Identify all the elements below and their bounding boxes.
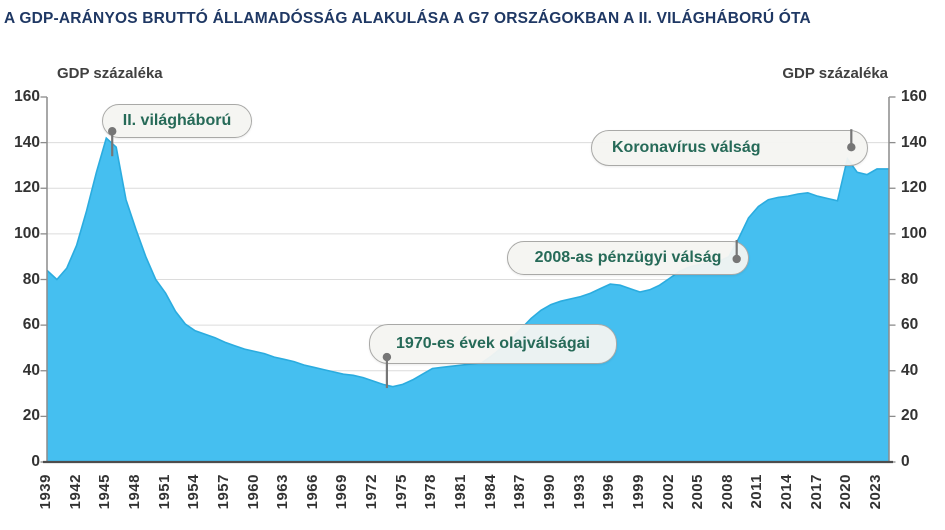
x-tick-label: 1945 <box>96 474 114 510</box>
y-tick-label: 100 <box>901 224 927 242</box>
x-tick-label: 1975 <box>392 474 410 510</box>
page-title: A GDP-ARÁNYOS BRUTTÓ ÁLLAMADÓSSÁG ALAKUL… <box>4 10 811 27</box>
x-tick-label: 2023 <box>867 474 884 510</box>
x-tick-label: 2020 <box>837 474 855 510</box>
annotation-coronavirus: Koronavírus válság <box>591 130 868 166</box>
x-tick-label: 1960 <box>244 474 262 510</box>
debt-area <box>47 138 889 462</box>
x-tick-label: 1987 <box>511 474 529 510</box>
annotation-coronavirus-label: Koronavírus válság <box>612 139 761 156</box>
x-tick-label: 1969 <box>333 474 351 510</box>
y-tick-label: 0 <box>31 453 40 470</box>
x-tick-label: 1948 <box>125 474 143 510</box>
x-tick-label: 1981 <box>452 474 469 510</box>
y-tick-label: 80 <box>22 270 40 288</box>
annotation-ww2: II. világháború <box>102 104 252 138</box>
x-tick-label: 2017 <box>807 474 825 510</box>
x-tick-label: 1951 <box>155 474 173 510</box>
y-tick-label: 160 <box>14 88 40 105</box>
x-tick-label: 1954 <box>185 474 203 510</box>
x-tick-label: 1978 <box>422 474 440 510</box>
x-tick-label: 1966 <box>303 474 321 510</box>
y-tick-label: 120 <box>901 179 927 197</box>
x-tick-label: 2008 <box>718 474 736 510</box>
y-tick-label: 20 <box>22 407 40 425</box>
x-tick-label: 2005 <box>689 474 707 510</box>
y-axis-caption-right: GDP százaléka <box>782 65 888 82</box>
annotation-ww2-label: II. világháború <box>122 112 232 129</box>
y-axis-caption-left: GDP százaléka <box>57 65 163 82</box>
annotation-financial-crisis: 2008-as pénzügyi válság <box>507 241 749 275</box>
x-tick-label: 1957 <box>214 474 232 510</box>
x-tick-label: 2002 <box>659 474 677 510</box>
x-tick-label: 1939 <box>37 474 54 510</box>
y-tick-label: 140 <box>901 133 927 151</box>
y-tick-label: 20 <box>901 407 919 425</box>
debt-area-edge <box>46 136 889 388</box>
x-tick-label: 1999 <box>629 474 647 510</box>
annotation-oil-crises: 1970-es évek olajválságai <box>369 324 617 364</box>
y-tick-label: 160 <box>901 88 927 105</box>
y-tick-label: 60 <box>901 316 919 334</box>
x-tick-label: 1990 <box>540 474 558 510</box>
x-tick-label: 1996 <box>600 474 618 510</box>
x-tick-label: 2014 <box>778 474 796 510</box>
y-tick-label: 120 <box>14 179 40 197</box>
y-tick-label: 140 <box>14 133 40 151</box>
x-tick-label: 1942 <box>66 474 84 510</box>
y-tick-label: 40 <box>22 361 40 379</box>
x-tick-label: 1963 <box>274 474 292 510</box>
x-tick-label: 1972 <box>363 474 381 510</box>
y-tick-label: 100 <box>14 224 40 242</box>
y-tick-label: 0 <box>901 453 910 470</box>
y-tick-label: 80 <box>901 270 919 288</box>
annotation-financial-crisis-label: 2008-as pénzügyi válság <box>534 249 722 266</box>
x-tick-label: 1993 <box>570 474 588 510</box>
x-tick-label: 1984 <box>481 474 499 510</box>
x-tick-label: 2011 <box>748 474 766 509</box>
y-tick-label: 60 <box>22 316 40 334</box>
y-tick-label: 40 <box>901 361 919 379</box>
annotation-oil-crises-label: 1970-es évek olajválságai <box>396 335 590 352</box>
